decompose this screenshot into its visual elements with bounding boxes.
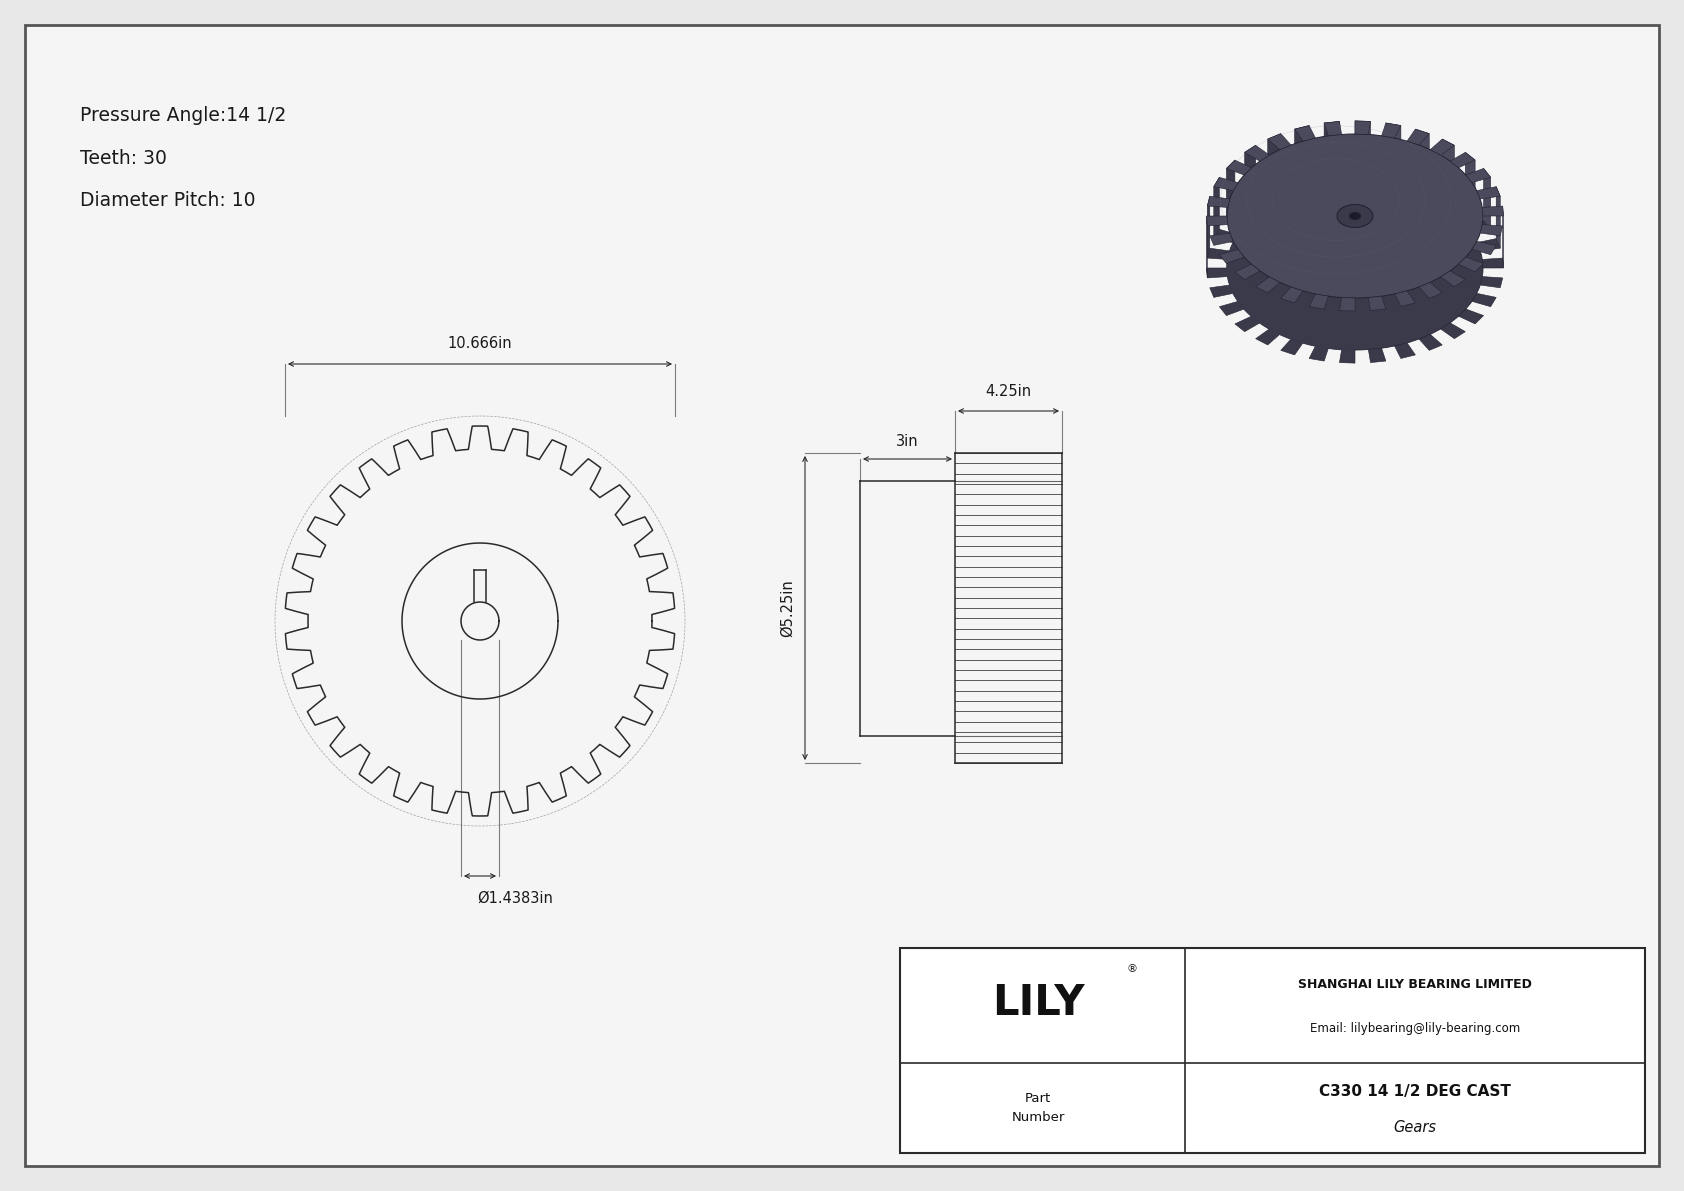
Polygon shape [1458, 257, 1484, 272]
Polygon shape [1450, 205, 1475, 220]
Text: 4.25in: 4.25in [985, 384, 1032, 399]
Polygon shape [1472, 293, 1495, 307]
Polygon shape [1256, 278, 1280, 293]
Polygon shape [1477, 187, 1500, 199]
Polygon shape [1214, 177, 1238, 191]
Polygon shape [1209, 233, 1233, 245]
Polygon shape [1484, 168, 1490, 230]
Ellipse shape [1349, 212, 1361, 219]
Text: Gears: Gears [1393, 1121, 1436, 1135]
Ellipse shape [1337, 205, 1372, 227]
Polygon shape [1282, 339, 1303, 355]
Polygon shape [1381, 123, 1401, 138]
Text: Pressure Angle:14 1/2: Pressure Angle:14 1/2 [81, 106, 286, 125]
Polygon shape [1207, 197, 1209, 258]
Polygon shape [1228, 135, 1356, 350]
Polygon shape [1381, 175, 1401, 191]
Polygon shape [1356, 120, 1371, 174]
Polygon shape [1408, 129, 1430, 145]
Polygon shape [1214, 230, 1238, 243]
Text: Part
Number: Part Number [1012, 1092, 1064, 1124]
Polygon shape [1440, 270, 1465, 287]
Polygon shape [1226, 160, 1234, 220]
Polygon shape [1480, 225, 1502, 236]
Text: SHANGHAI LILY BEARING LIMITED: SHANGHAI LILY BEARING LIMITED [1298, 978, 1532, 991]
Polygon shape [1295, 125, 1308, 181]
Text: Teeth: 30: Teeth: 30 [81, 149, 167, 168]
Ellipse shape [1228, 135, 1484, 298]
Polygon shape [1415, 129, 1430, 186]
Polygon shape [1450, 152, 1475, 168]
Polygon shape [1480, 276, 1502, 288]
Polygon shape [1209, 285, 1233, 298]
Polygon shape [1214, 177, 1219, 238]
Text: 10.666in: 10.666in [448, 336, 512, 351]
Polygon shape [1226, 212, 1251, 227]
Polygon shape [1206, 268, 1228, 278]
Polygon shape [1356, 120, 1371, 135]
Ellipse shape [1228, 186, 1484, 350]
Polygon shape [1356, 173, 1371, 187]
Text: Ø1.4383in: Ø1.4383in [477, 891, 552, 906]
Polygon shape [1420, 282, 1442, 299]
Polygon shape [1244, 145, 1270, 161]
Text: Diameter Pitch: 10: Diameter Pitch: 10 [81, 191, 256, 210]
Polygon shape [1324, 121, 1342, 136]
Polygon shape [1219, 301, 1244, 316]
Polygon shape [1295, 177, 1315, 193]
Polygon shape [1234, 264, 1260, 280]
Polygon shape [1472, 242, 1495, 255]
Polygon shape [1244, 198, 1270, 213]
Polygon shape [1207, 248, 1229, 260]
Polygon shape [1440, 323, 1465, 338]
Polygon shape [1234, 316, 1260, 331]
Polygon shape [1324, 174, 1342, 188]
Polygon shape [1206, 216, 1228, 226]
Polygon shape [1308, 347, 1329, 361]
Polygon shape [1465, 220, 1490, 235]
FancyBboxPatch shape [25, 25, 1659, 1166]
Polygon shape [1339, 298, 1356, 311]
Polygon shape [1226, 160, 1251, 175]
Polygon shape [1465, 152, 1475, 212]
Polygon shape [1430, 191, 1455, 207]
Text: Email: lilybearing@lily-bearing.com: Email: lilybearing@lily-bearing.com [1310, 1022, 1521, 1035]
Polygon shape [1369, 297, 1386, 311]
Polygon shape [1442, 139, 1455, 198]
Polygon shape [1465, 168, 1490, 182]
Polygon shape [1408, 181, 1430, 197]
Polygon shape [1386, 123, 1401, 177]
Text: ®: ® [1127, 964, 1137, 974]
Polygon shape [1477, 238, 1500, 251]
Polygon shape [1268, 133, 1292, 150]
Polygon shape [1394, 343, 1415, 358]
Text: 3in: 3in [896, 434, 919, 449]
Text: C330 14 1/2 DEG CAST: C330 14 1/2 DEG CAST [1319, 1084, 1511, 1099]
Polygon shape [1482, 206, 1504, 216]
Polygon shape [1420, 335, 1442, 350]
Polygon shape [1295, 125, 1315, 141]
Polygon shape [1268, 186, 1292, 201]
Polygon shape [1207, 197, 1229, 207]
Polygon shape [1394, 291, 1415, 306]
Polygon shape [1495, 187, 1500, 248]
Polygon shape [1458, 308, 1484, 324]
Polygon shape [1308, 294, 1329, 308]
Polygon shape [1219, 249, 1244, 263]
Polygon shape [1324, 121, 1339, 175]
Polygon shape [1482, 258, 1504, 268]
Polygon shape [1256, 329, 1280, 345]
Polygon shape [1268, 133, 1282, 191]
Text: Ø5.25in: Ø5.25in [780, 579, 795, 637]
Polygon shape [1369, 348, 1386, 362]
Polygon shape [1430, 139, 1455, 155]
Polygon shape [1244, 145, 1256, 205]
Text: LILY: LILY [992, 983, 1084, 1024]
Polygon shape [1282, 287, 1303, 303]
Polygon shape [1339, 349, 1356, 363]
Bar [899, 948, 1645, 1153]
